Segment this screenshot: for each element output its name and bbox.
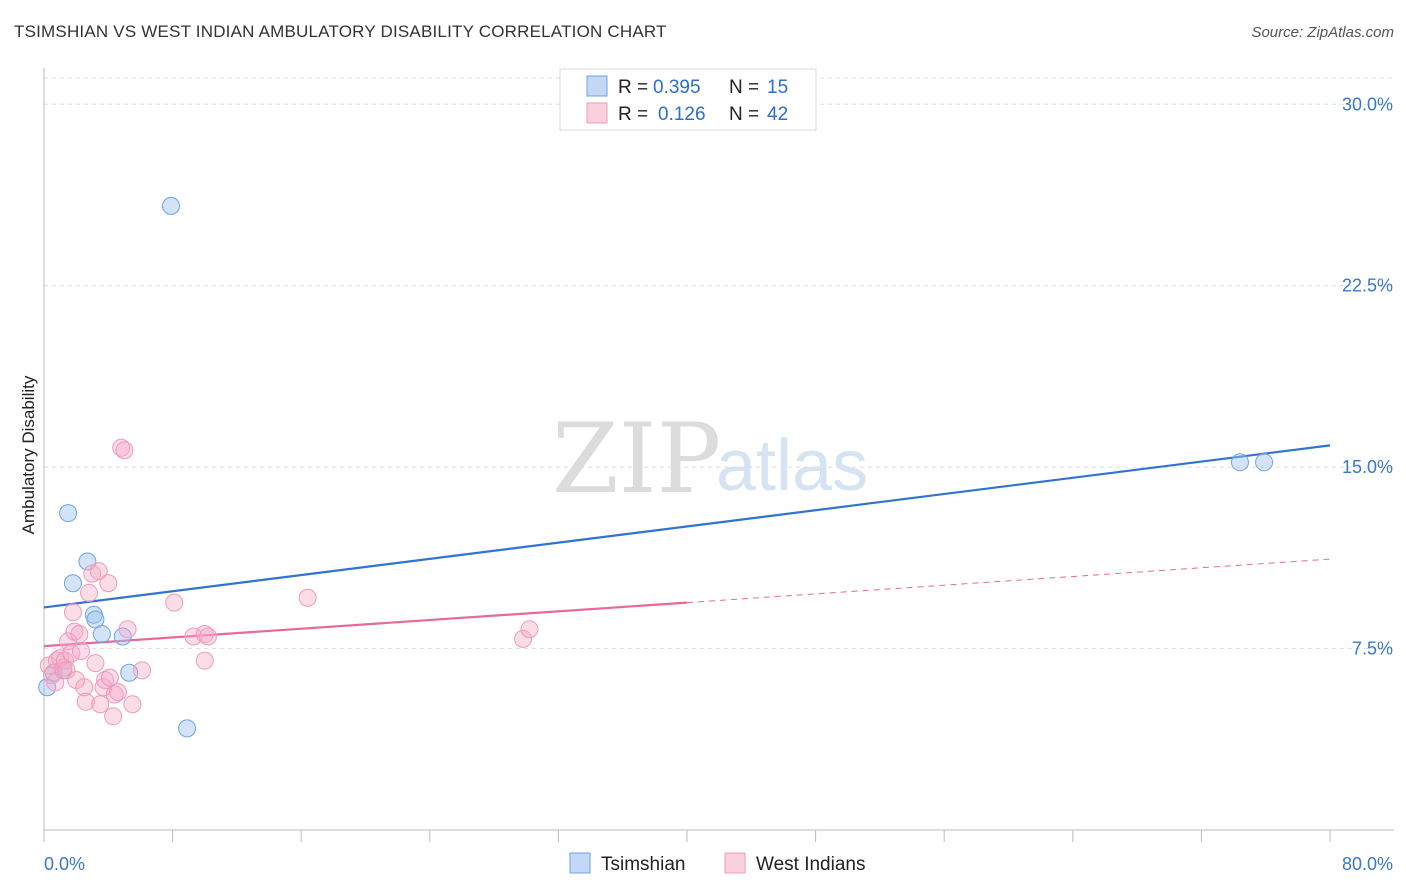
data-point-west-indians [184,627,203,646]
chart-title: TSIMSHIAN VS WEST INDIAN AMBULATORY DISA… [14,22,667,41]
data-point-west-indians [59,632,78,651]
legend-swatch-west-indians [586,102,608,124]
legend-r-label-tsimshian: R = [618,77,648,98]
watermark-zip: ZIP [552,403,721,515]
bottom-legend-west-indians: West Indians [756,854,865,875]
data-point-west-indians [195,625,214,644]
trend-lines [43,444,1331,648]
grid-lines [44,77,1394,650]
data-point-tsimshian [92,625,111,644]
y-tick-label: 22.5% [1342,276,1393,296]
axes [43,68,1394,842]
y-tick-label: 7.5% [1352,639,1393,659]
data-point-west-indians [108,683,127,702]
data-point-west-indians [198,627,217,646]
data-point-west-indians [46,673,65,692]
data-point-west-indians [70,625,89,644]
data-point-tsimshian [1255,453,1274,472]
data-points [38,196,1274,738]
trend-line-dashed-1 [686,558,1331,604]
data-point-west-indians [133,661,152,680]
bottom-swatch-tsimshian [569,852,591,874]
data-point-tsimshian [161,196,180,215]
data-point-west-indians [55,651,74,670]
data-point-west-indians [94,678,113,697]
legend-n-value-tsimshian: 15 [767,77,788,98]
data-point-west-indians [520,620,539,639]
data-point-west-indians [80,583,99,602]
stats-legend: R = 0.395 N = 15 R = 0.126 N = 42 [559,68,817,131]
legend-r-value-west-indians: 0.126 [658,104,706,125]
data-point-west-indians [115,441,134,460]
bottom-legend-tsimshian: Tsimshian [601,854,685,875]
data-point-tsimshian [1230,453,1249,472]
y-tick-label: 30.0% [1342,94,1393,114]
data-point-west-indians [105,685,124,704]
data-point-west-indians [54,658,73,677]
data-point-tsimshian [59,504,78,523]
trend-line-solid-1 [43,601,688,648]
data-point-west-indians [63,603,82,622]
x-tick-label: 0.0% [44,854,85,874]
data-point-west-indians [65,622,84,641]
data-point-west-indians [123,695,142,714]
legend-swatch-tsimshian [586,75,608,97]
data-point-west-indians [165,593,184,612]
y-axis-label: Ambulatory Disability [19,375,38,534]
data-point-west-indians [104,707,123,726]
legend-n-label-tsimshian: N = [729,77,759,98]
source-label: Source: ZipAtlas.com [1251,24,1394,41]
legend-r-value-tsimshian: 0.395 [653,77,701,98]
data-point-tsimshian [178,719,197,738]
series-legend: Tsimshian West Indians [569,852,865,875]
data-point-west-indians [96,671,115,690]
data-point-tsimshian [63,574,82,593]
y-tick-label: 15.0% [1342,457,1393,477]
watermark-atlas: atlas [716,426,868,506]
data-point-west-indians [112,438,131,457]
data-point-west-indians [118,620,137,639]
legend-n-value-west-indians: 42 [767,104,788,125]
trend-line-0 [43,444,1331,609]
legend-n-label-west-indians: N = [729,104,759,125]
data-point-west-indians [86,654,105,673]
watermark: ZIP atlas [552,403,868,515]
data-point-west-indians [100,668,119,687]
data-point-west-indians [75,678,94,697]
bottom-swatch-west-indians [724,852,746,874]
data-point-west-indians [195,651,214,670]
legend-r-label-west-indians: R = [618,104,648,125]
data-point-west-indians [71,641,90,660]
data-point-west-indians [298,588,317,607]
data-point-west-indians [89,562,108,581]
x-tick-labels: 0.0% 80.0% [44,854,1393,874]
data-point-west-indians [99,574,118,593]
data-point-west-indians [76,692,95,711]
data-point-west-indians [514,629,533,648]
x-tick-label: 80.0% [1342,854,1393,874]
data-point-west-indians [57,661,76,680]
y-tick-labels: 7.5% 15.0% 22.5% 30.0% [1342,94,1393,658]
data-point-west-indians [91,695,110,714]
